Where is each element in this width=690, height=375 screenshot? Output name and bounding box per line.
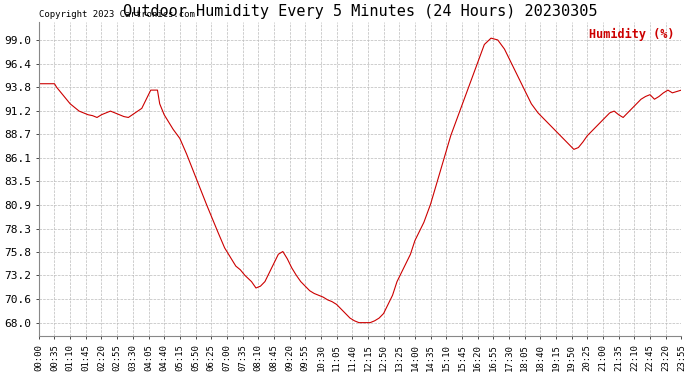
Title: Outdoor Humidity Every 5 Minutes (24 Hours) 20230305: Outdoor Humidity Every 5 Minutes (24 Hou… bbox=[123, 4, 598, 19]
Text: Humidity (%): Humidity (%) bbox=[589, 28, 675, 41]
Text: Copyright 2023 Cartronics.com: Copyright 2023 Cartronics.com bbox=[39, 10, 195, 19]
